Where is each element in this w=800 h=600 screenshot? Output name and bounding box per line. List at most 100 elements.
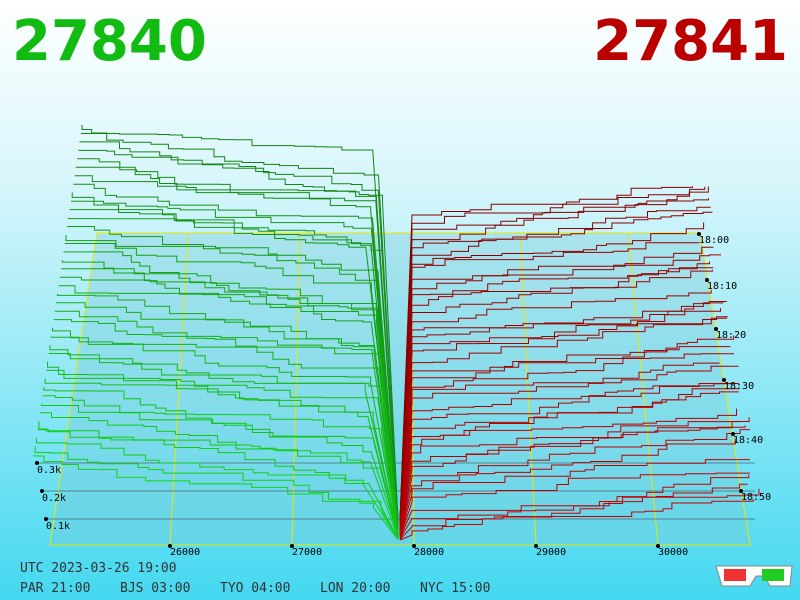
ask-curve <box>399 429 750 537</box>
bid-price: 27840 <box>12 9 207 74</box>
price-label: 29000 <box>536 547 566 558</box>
bid-curve <box>46 369 399 535</box>
ask-curve <box>399 206 711 523</box>
utc-time: UTC 2023-03-26 19:00 <box>20 561 177 576</box>
depth-label: 0.3k <box>37 465 61 476</box>
ask-curve <box>399 425 746 535</box>
bid-curve <box>74 175 399 524</box>
time-label: 18:30 <box>724 381 754 392</box>
bid-curve <box>63 251 399 528</box>
ask-curve <box>399 335 735 531</box>
ask-curve <box>399 365 739 532</box>
ask-curve <box>399 186 706 521</box>
tick-dot <box>168 544 172 548</box>
ask-curve <box>399 362 720 532</box>
ask-curve <box>399 316 728 530</box>
bid-curve <box>61 268 399 529</box>
tick-dot <box>731 432 735 436</box>
bid-curve <box>81 125 399 521</box>
bid-curve <box>56 293 399 531</box>
tick-dot <box>412 544 416 548</box>
ask-curve <box>399 346 731 530</box>
bid-curve <box>43 386 399 537</box>
bid-curve <box>67 226 399 527</box>
bid-curve <box>69 209 399 526</box>
tick-dot <box>705 278 709 282</box>
bid-curve <box>42 395 399 537</box>
ask-curve <box>399 472 750 539</box>
ask-curve <box>399 488 760 541</box>
time-label: 18:00 <box>699 235 729 246</box>
ask-curve <box>399 254 722 525</box>
ask-curve <box>399 383 740 533</box>
ask-curve <box>399 317 727 529</box>
ask-curve <box>399 391 739 535</box>
zone-time: LON 20:00 <box>320 581 390 596</box>
ask-curve <box>399 186 693 521</box>
ask-curve <box>399 308 721 528</box>
zone-time: NYC 15:00 <box>420 581 490 596</box>
zone-time: BJS 03:00 <box>120 581 190 596</box>
price-label: 30000 <box>658 547 688 558</box>
tick-dot <box>697 232 701 236</box>
bid-curve <box>59 276 399 530</box>
bid-curve <box>33 455 399 541</box>
bid-curve <box>48 353 399 534</box>
ask-curve <box>399 222 705 524</box>
bid-curve <box>68 217 399 526</box>
price-label: 28000 <box>414 547 444 558</box>
bid-curve <box>80 133 399 521</box>
bid-curve <box>79 141 399 522</box>
tick-dot <box>290 544 294 548</box>
ask-curve <box>399 261 710 526</box>
bid-curve <box>73 183 399 524</box>
scene: 26000 27000 28000 29000 30000 0.3k 0.2k 0.1k 18:… <box>33 125 771 558</box>
bid-curve <box>52 327 399 533</box>
ask-curve <box>399 301 727 529</box>
bid-curve <box>64 243 399 528</box>
zone-time: PAR 21:00 <box>20 581 90 596</box>
bid-curve <box>77 158 399 523</box>
tick-dot <box>714 327 718 331</box>
bid-curve <box>38 420 399 539</box>
time-label: 18:20 <box>716 330 746 341</box>
tick-dot <box>722 378 726 382</box>
time-label: 18:40 <box>733 435 763 446</box>
bid-curve <box>37 429 399 539</box>
bid-curve <box>65 235 399 527</box>
bid-curve <box>34 446 399 540</box>
ask-curve <box>399 499 754 540</box>
bid-curve <box>44 378 399 536</box>
depth-label: 0.2k <box>42 493 66 504</box>
ask-curve <box>399 186 709 522</box>
ask-price: 27841 <box>593 9 788 74</box>
ask-curve <box>399 267 714 526</box>
price-label: 26000 <box>170 547 200 558</box>
tick-dot <box>739 489 743 493</box>
zone-time: TYO 04:00 <box>220 581 290 596</box>
ask-curve <box>399 417 750 536</box>
glasses-icon <box>715 565 793 587</box>
bid-curve <box>78 149 399 522</box>
tick-dot <box>656 544 660 548</box>
tick-dot <box>534 544 538 548</box>
ask-curve <box>399 474 750 540</box>
bid-curve <box>75 166 399 523</box>
bid-curve <box>40 403 399 538</box>
bid-curve <box>50 336 399 533</box>
depth-label: 0.1k <box>46 521 70 532</box>
time-label: 18:10 <box>707 281 737 292</box>
grid-line <box>291 232 301 546</box>
tick-dot <box>44 517 48 521</box>
time-label: 18:50 <box>741 492 771 503</box>
ask-curve <box>399 459 750 538</box>
bid-curve <box>70 200 399 525</box>
bid-curve <box>58 285 399 530</box>
ask-curve <box>399 353 734 531</box>
ask-curve <box>399 383 734 533</box>
ask-curve <box>399 246 714 525</box>
tick-dot <box>40 489 44 493</box>
bid-curve <box>40 412 399 538</box>
